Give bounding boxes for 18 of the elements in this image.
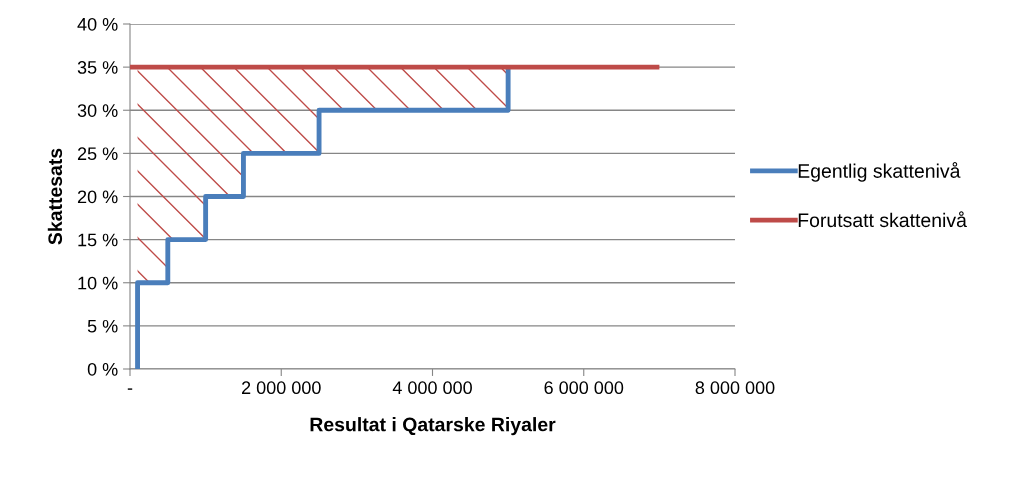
x-tick-label: - <box>127 388 133 390</box>
x-axis-title: Resultat i Qatarske Riyaler <box>310 417 556 436</box>
y-tick-label: 5 % <box>87 319 118 333</box>
y-tick-label: 25 % <box>77 147 118 161</box>
y-tick-label: 20 % <box>77 190 118 204</box>
y-tick-label: 30 % <box>77 104 118 117</box>
x-tick-label: 2 000 000 <box>242 381 321 395</box>
y-tick-label: 0 % <box>87 362 118 376</box>
y-axis-title: Skattesats <box>47 148 63 245</box>
x-tick-label: 8 000 000 <box>695 381 775 395</box>
legend-label: Egentlig skattenivå <box>798 162 961 182</box>
y-tick-label: 15 % <box>78 233 118 247</box>
y-tick-label: 40 % <box>77 17 118 31</box>
x-tick-label: 4 000 000 <box>392 381 472 395</box>
x-tick-label: 6 000 000 <box>544 381 624 395</box>
legend-label: Forutsatt skattenivå <box>798 211 967 228</box>
y-tick-label: 10 % <box>78 276 118 290</box>
y-tick-label: 35 % <box>77 61 118 74</box>
